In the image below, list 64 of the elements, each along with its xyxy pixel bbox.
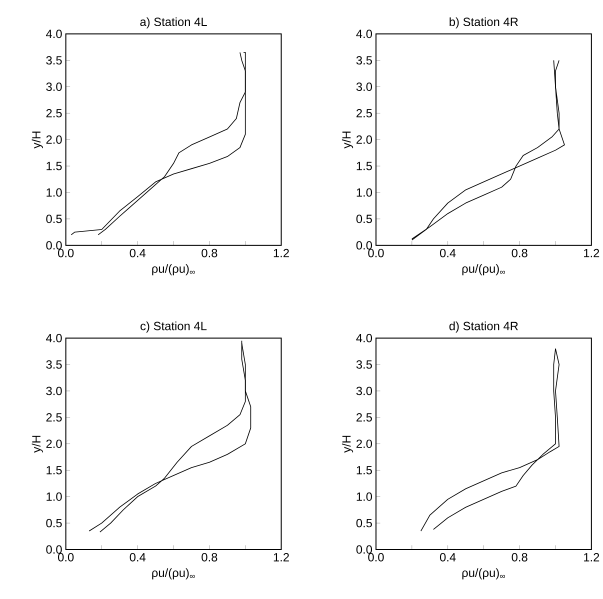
y-tick-label: 0.0 bbox=[356, 545, 372, 554]
x-tick-label: 0.8 bbox=[512, 248, 528, 258]
y-tick-label: 1.0 bbox=[356, 188, 372, 196]
x-axis-title: ρu/(ρu)$_{∞}$ bbox=[152, 264, 195, 276]
y-tick-label: 2.0 bbox=[356, 135, 372, 144]
x-tick-label: 0.0 bbox=[368, 248, 384, 258]
y-tick-label: 3.5 bbox=[46, 56, 62, 64]
y-tick-label: 1.5 bbox=[356, 466, 372, 474]
y-tick-label: 1.0 bbox=[356, 492, 372, 501]
y-tick-label: 4.0 bbox=[46, 30, 62, 38]
y-tick-label: 2.5 bbox=[356, 108, 372, 118]
y-tick-label: 1.5 bbox=[46, 466, 62, 474]
y-tick-label: 2.0 bbox=[356, 439, 372, 448]
y-tick-label: 3.5 bbox=[356, 56, 372, 64]
x-tick-label: 1.2 bbox=[584, 552, 600, 562]
x-axis-title: ρu/(ρu)$_{∞}$ bbox=[152, 568, 195, 580]
y-tick-label: 2.5 bbox=[356, 412, 372, 422]
x-tick-label: 1.2 bbox=[274, 552, 289, 562]
x-tick-label: 0.8 bbox=[512, 552, 528, 562]
x-tick-label: 0.4 bbox=[440, 248, 456, 258]
x-tick-label: 0.8 bbox=[202, 552, 218, 562]
chart-title: b) Station 4R bbox=[450, 17, 518, 28]
y-tick-label: 2.5 bbox=[46, 412, 62, 422]
y-tick-label: 0.5 bbox=[46, 214, 62, 223]
x-tick-label: 0.4 bbox=[440, 552, 456, 562]
x-tick-label: 0.0 bbox=[58, 552, 74, 562]
y-axis-title: y/H bbox=[32, 131, 43, 148]
chart-title: d) Station 4R bbox=[449, 321, 518, 332]
x-axis-title: ρu/(ρu)$_{∞}$ bbox=[462, 264, 505, 276]
y-tick-label: 0.0 bbox=[356, 240, 372, 250]
y-tick-label: 2.0 bbox=[46, 135, 62, 144]
y-tick-label: 1.0 bbox=[46, 492, 62, 501]
y-tick-label: 3.5 bbox=[356, 360, 372, 369]
y-axis-title: y/H bbox=[32, 436, 43, 453]
y-tick-label: 0.5 bbox=[356, 518, 372, 528]
y-axis-title: y/H bbox=[342, 131, 354, 148]
y-tick-label: 1.5 bbox=[46, 162, 62, 170]
x-tick-label: 0.4 bbox=[130, 552, 146, 562]
y-tick-label: 4.0 bbox=[356, 334, 372, 342]
y-tick-label: 2.5 bbox=[46, 108, 62, 118]
y-tick-label: 0.5 bbox=[356, 214, 372, 223]
y-tick-label: 1.5 bbox=[356, 162, 372, 170]
y-tick-label: 3.0 bbox=[46, 386, 62, 395]
x-tick-label: 0.4 bbox=[130, 248, 146, 258]
y-tick-label: 0.0 bbox=[46, 545, 62, 554]
x-tick-label: 0.0 bbox=[58, 248, 74, 258]
x-tick-label: 0.8 bbox=[202, 248, 218, 258]
x-tick-label: 1.2 bbox=[584, 248, 600, 257]
y-tick-label: 0.0 bbox=[46, 240, 62, 250]
y-tick-label: 3.0 bbox=[46, 82, 62, 91]
y-tick-label: 4.0 bbox=[356, 30, 372, 38]
x-axis-title: ρu/(ρu)$_{∞}$ bbox=[462, 568, 505, 580]
chart-title: a) Station 4L bbox=[140, 17, 207, 28]
x-tick-label: 0.0 bbox=[368, 552, 384, 562]
y-tick-label: 0.5 bbox=[46, 518, 62, 528]
y-tick-label: 3.0 bbox=[356, 82, 372, 91]
x-tick-label: 1.2 bbox=[274, 248, 289, 257]
y-tick-label: 4.0 bbox=[46, 334, 62, 342]
y-tick-label: 2.0 bbox=[46, 439, 62, 448]
chart-title: c) Station 4L bbox=[140, 321, 207, 332]
y-tick-label: 3.5 bbox=[46, 360, 62, 369]
y-tick-label: 1.0 bbox=[46, 188, 62, 196]
y-axis-title: y/H bbox=[342, 436, 354, 453]
y-tick-label: 3.0 bbox=[356, 386, 372, 395]
